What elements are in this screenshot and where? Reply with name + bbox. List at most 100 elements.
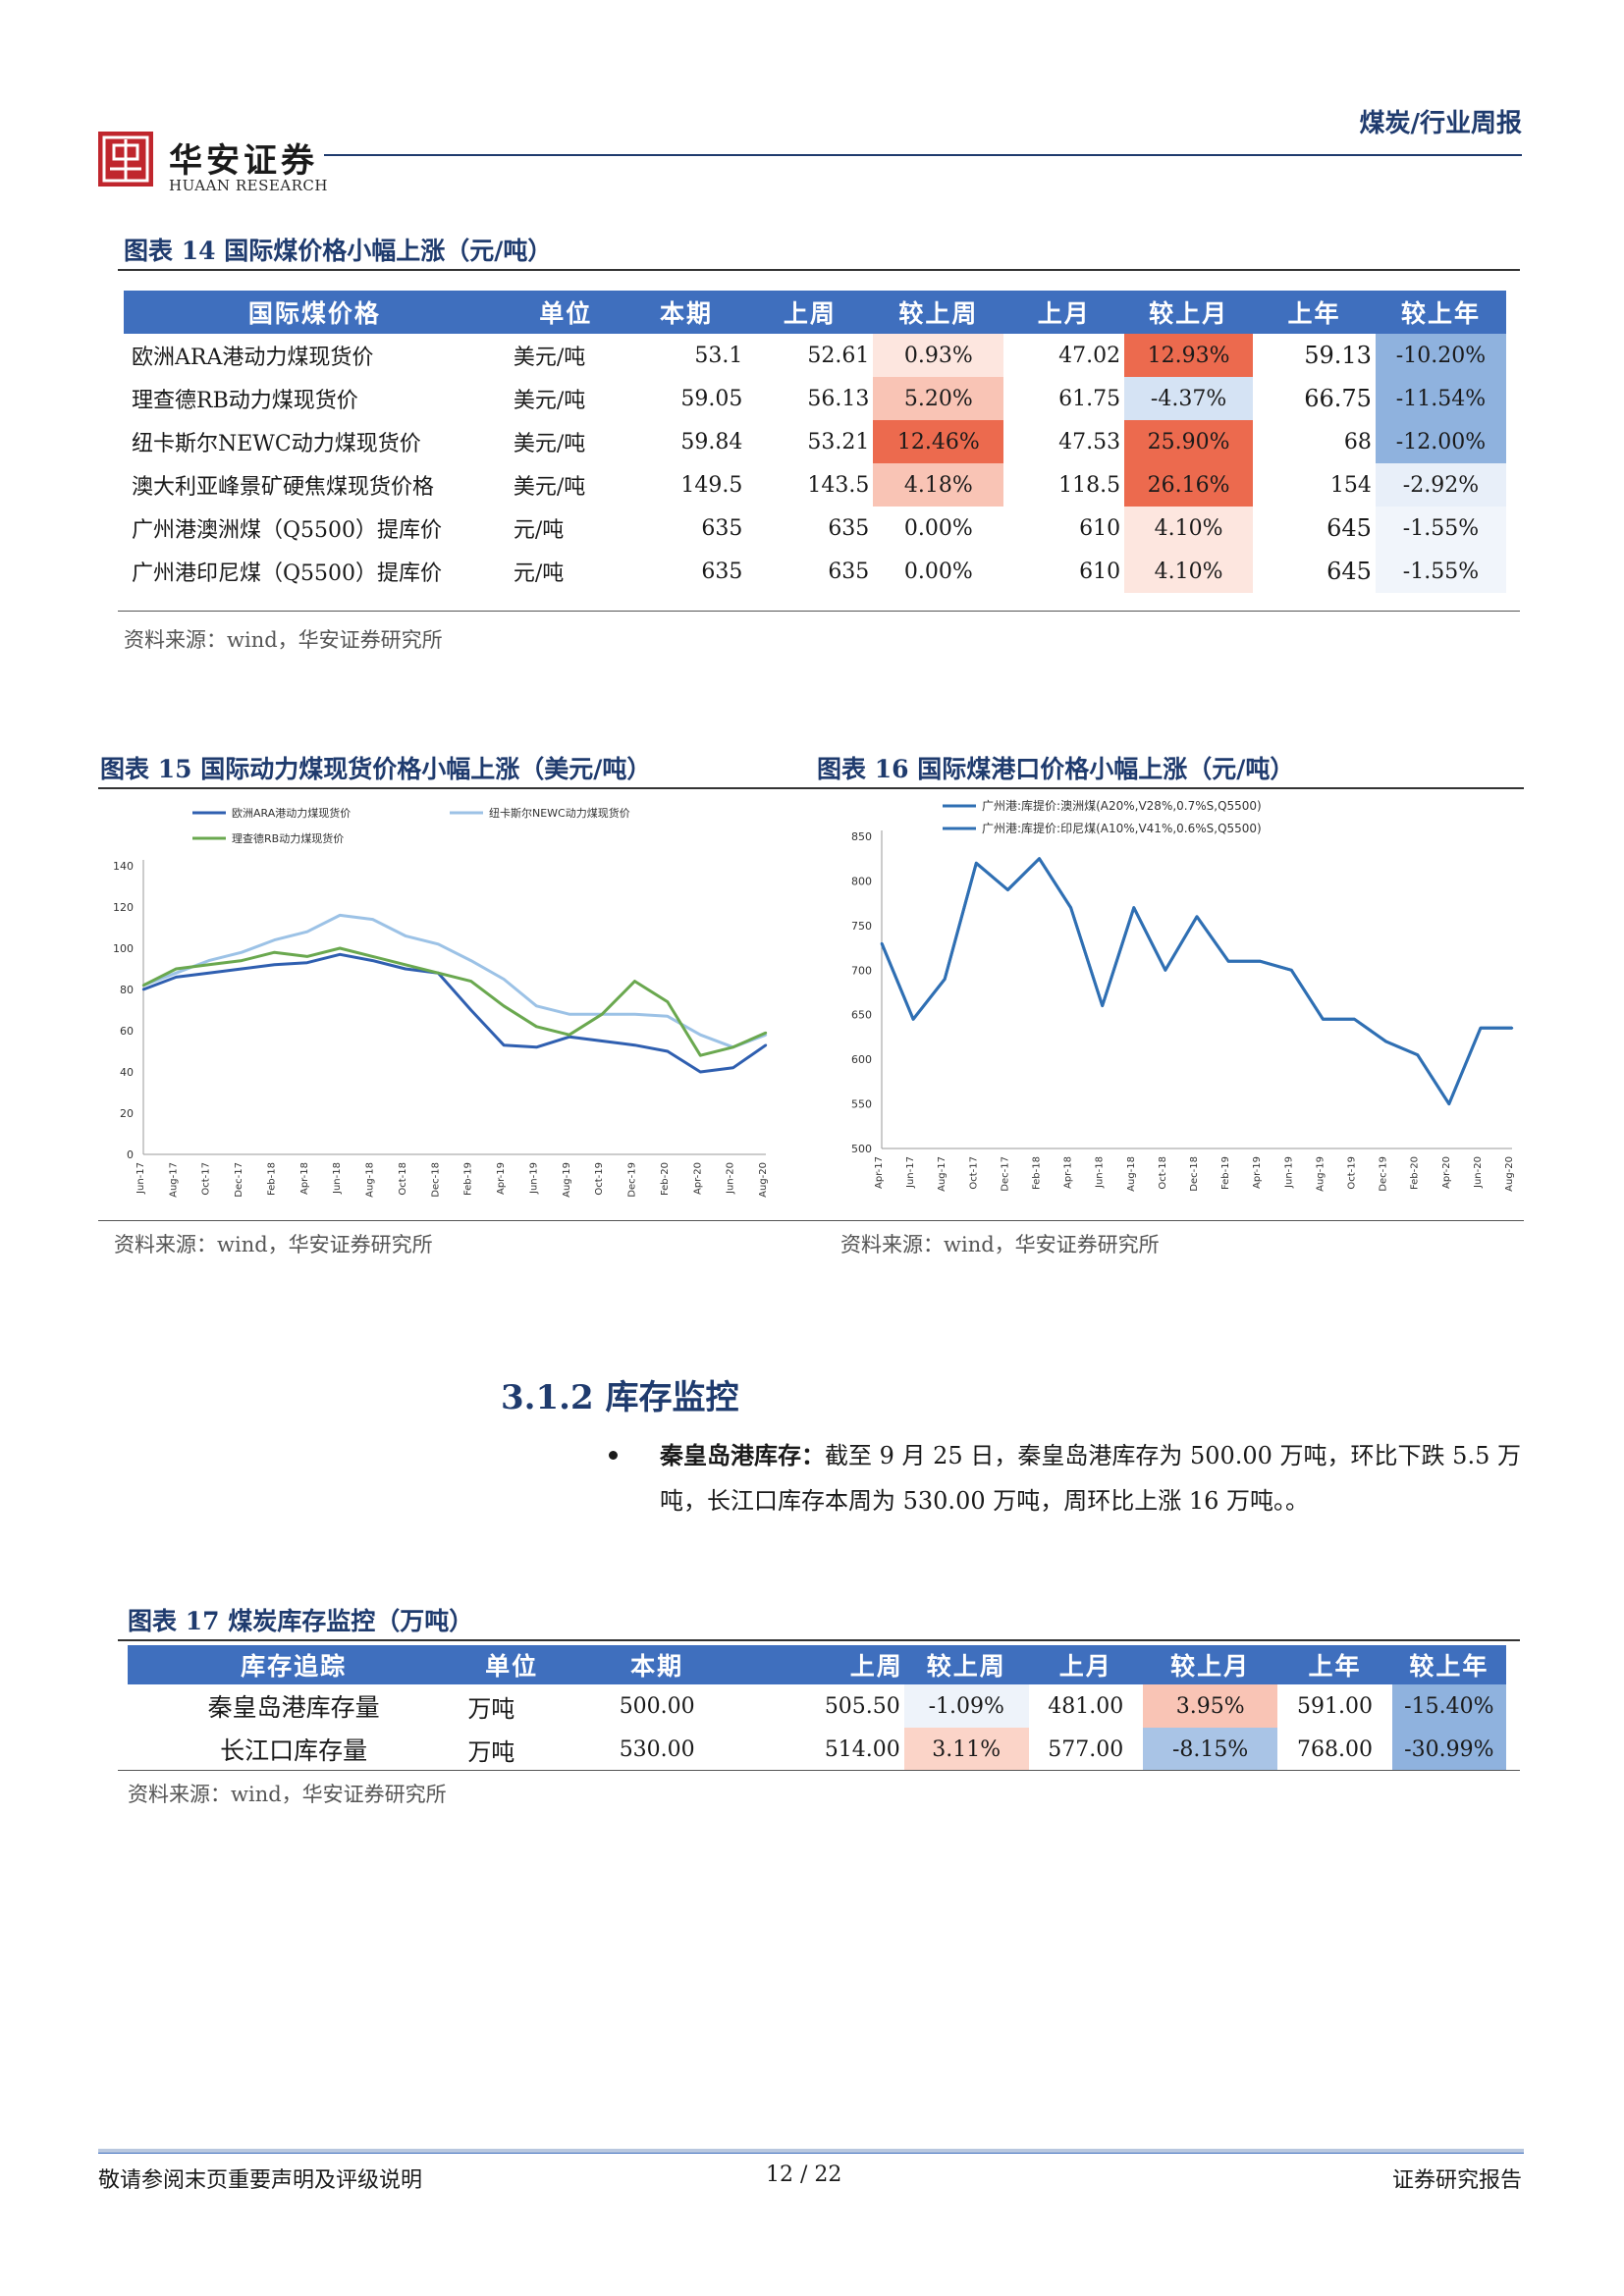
data-point [175,967,178,971]
x-tick-label: Apr-19 [496,1162,507,1195]
col-header: 上年 [1277,1645,1392,1684]
row-label: 秦皇岛港库存量 [207,1693,380,1722]
x-tick-label: Feb-18 [1032,1156,1043,1190]
table-row: 理查德RB动力煤现货价 美元/吨 59.05 56.13 5.20% 61.75… [124,377,1506,420]
data-point [404,963,407,966]
unit-cell: 万吨 [467,1737,515,1766]
fig16-title: 图表 16 国际煤港口价格小幅上涨（元/吨） [817,755,1295,783]
value-cell: 635 [828,559,870,584]
value-cell: 481.00 [1048,1693,1124,1719]
change-cell: -1.55% [1375,507,1506,550]
change-cell: 3.95% [1142,1684,1278,1728]
col-header: 单位 [460,1645,565,1684]
x-tick-label: Jun-20 [726,1162,736,1195]
y-tick-label: 550 [851,1098,872,1111]
fig14-source: 资料来源：wind，华安证券研究所 [124,628,443,652]
col-header: 国际煤价格 [124,291,506,334]
value-cell: 635 [701,559,743,584]
data-point [1384,1040,1387,1043]
data-point [1101,1004,1104,1007]
data-point [666,1049,670,1053]
value-cell: 59.05 [680,386,743,411]
row-label: 理查德RB动力煤现货价 [132,389,358,413]
data-point [535,1045,538,1048]
x-tick-label: Oct-17 [201,1162,212,1196]
table-row: 纽卡斯尔NEWC动力煤现货价 美元/吨 59.84 53.21 12.46% 4… [124,420,1506,463]
y-tick-label: 120 [113,901,134,914]
row-label: 广州港印尼煤（Q5500）提库价 [132,561,443,586]
col-header: 较上周 [903,1645,1029,1684]
data-point [1290,969,1293,972]
col-header: 单位 [505,291,626,334]
data-point [240,951,244,954]
fig16-chart: 500 550 600 650 700 750 800 850 Apr-17 Jun-17 Aug-… [825,791,1524,1203]
x-tick-label: Dec-19 [627,1162,638,1198]
table-row: 广州港澳洲煤（Q5500）提库价 元/吨 635 635 0.00% 610 4… [124,507,1506,550]
y-tick-label: 40 [120,1066,134,1079]
data-point [568,1013,570,1016]
data-point [273,938,276,941]
legend-label: 广州港:库提价:印尼煤(A10%,V41%,0.6%S,Q5500) [982,821,1262,835]
data-point [502,1043,506,1046]
data-point [975,862,978,865]
data-point [404,967,407,971]
value-cell: 514.00 [824,1736,900,1762]
company-logo-english: HUAAN RESEARCH [169,177,328,194]
x-tick-label: Feb-20 [1410,1156,1421,1190]
unit-cell: 万吨 [467,1694,515,1723]
x-tick-label: Apr-19 [1252,1156,1263,1189]
y-tick-label: 750 [851,920,872,933]
data-point [502,1004,506,1007]
series-line [880,857,1512,1106]
y-tick-label: 650 [851,1009,872,1022]
y-tick-label: 100 [113,942,134,955]
fig17-header-row: 库存追踪 单位 本期 上周 较上周 上月 较上月 上年 较上年 [128,1645,1506,1684]
x-tick-label: Jun-17 [905,1156,916,1189]
data-point [437,972,440,975]
x-tick-label: Feb-19 [1220,1156,1231,1190]
inventory-paragraph: 秦皇岛港库存：截至 9 月 25 日，秦皇岛港库存为 500.00 万吨，环比下… [660,1433,1524,1523]
data-point [371,959,374,962]
row-label: 澳大利亚峰景矿硬焦煤现货价格 [132,475,435,500]
value-cell: 591.00 [1297,1693,1373,1719]
charts-top-rule [98,787,1524,789]
x-tick-label: Dec-18 [430,1162,441,1198]
data-point [339,953,342,956]
change-cell: 0.00% [903,559,973,584]
x-tick-label: Dec-17 [1000,1156,1010,1192]
data-point [1132,906,1135,909]
x-tick-label: Dec-17 [234,1162,244,1198]
charts-bottom-rule [98,1220,1524,1221]
value-cell: 143.5 [807,472,870,498]
x-tick-label: Oct-17 [968,1156,979,1190]
data-point [141,984,145,987]
data-point [175,972,178,975]
data-point [764,1043,768,1046]
data-point [764,1031,768,1035]
value-cell: 118.5 [1058,472,1121,498]
unit-cell: 元/吨 [513,561,565,586]
value-cell: 154 [1329,472,1372,498]
data-point [1164,969,1167,972]
x-tick-label: Oct-19 [1347,1156,1358,1190]
data-point [404,934,407,937]
data-point [1006,888,1009,891]
x-tick-label: Apr-18 [299,1162,310,1195]
y-tick-label: 500 [851,1143,872,1155]
x-tick-label: Jun-20 [1473,1156,1484,1189]
data-point [911,1018,915,1021]
change-cell: 4.10% [1124,507,1254,550]
data-point [1353,1018,1356,1021]
value-cell: 505.50 [824,1693,900,1719]
x-tick-label: Oct-19 [594,1162,605,1196]
data-point [207,972,210,975]
y-tick-label: 80 [120,984,134,996]
data-point [339,914,342,917]
report-type: 煤炭/行业周报 [1359,109,1523,138]
data-point [600,1013,604,1016]
data-point [731,1066,734,1069]
data-point [699,1054,702,1057]
section-heading: 3.1.2 库存监控 [501,1378,739,1417]
x-tick-label: Jun-18 [332,1162,343,1195]
footer-rule [98,2149,1524,2153]
